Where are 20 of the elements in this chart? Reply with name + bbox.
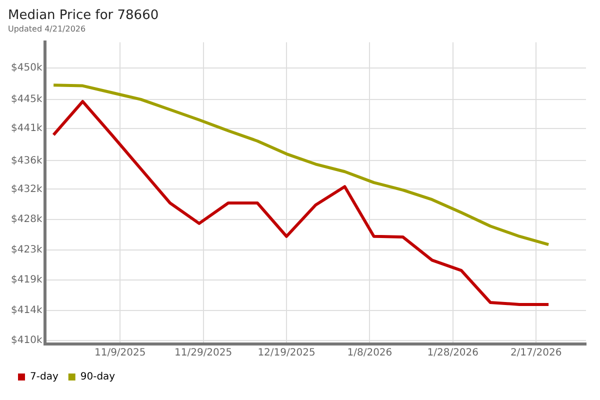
- y-tick-label: $432k: [10, 184, 42, 195]
- x-tick-label: 12/19/2025: [258, 348, 316, 359]
- y-tick-label: $419k: [10, 274, 42, 286]
- legend-label: 90-day: [80, 372, 116, 383]
- x-tick-label: 1/28/2026: [427, 348, 479, 359]
- y-tick-label: $436k: [10, 155, 42, 166]
- chart-title: Median Price for 78660: [8, 8, 159, 24]
- legend-label: 7-day: [30, 372, 58, 383]
- x-tick-label: 11/29/2025: [174, 348, 232, 359]
- x-tick-label: 2/17/2026: [510, 348, 562, 359]
- x-tick-label: 1/8/2026: [347, 348, 392, 359]
- y-tick-label: $445k: [10, 94, 42, 106]
- y-tick-label: $450k: [10, 62, 42, 74]
- y-tick-label: $414k: [10, 304, 42, 316]
- y-tick-label: $423k: [10, 244, 42, 256]
- chart-subtitle: Updated 4/21/2026: [8, 24, 86, 34]
- y-tick-label: $410k: [10, 335, 42, 346]
- y-tick-label: $428k: [10, 214, 42, 226]
- y-tick-label: $441k: [10, 123, 42, 134]
- x-tick-label: 11/9/2025: [94, 348, 146, 359]
